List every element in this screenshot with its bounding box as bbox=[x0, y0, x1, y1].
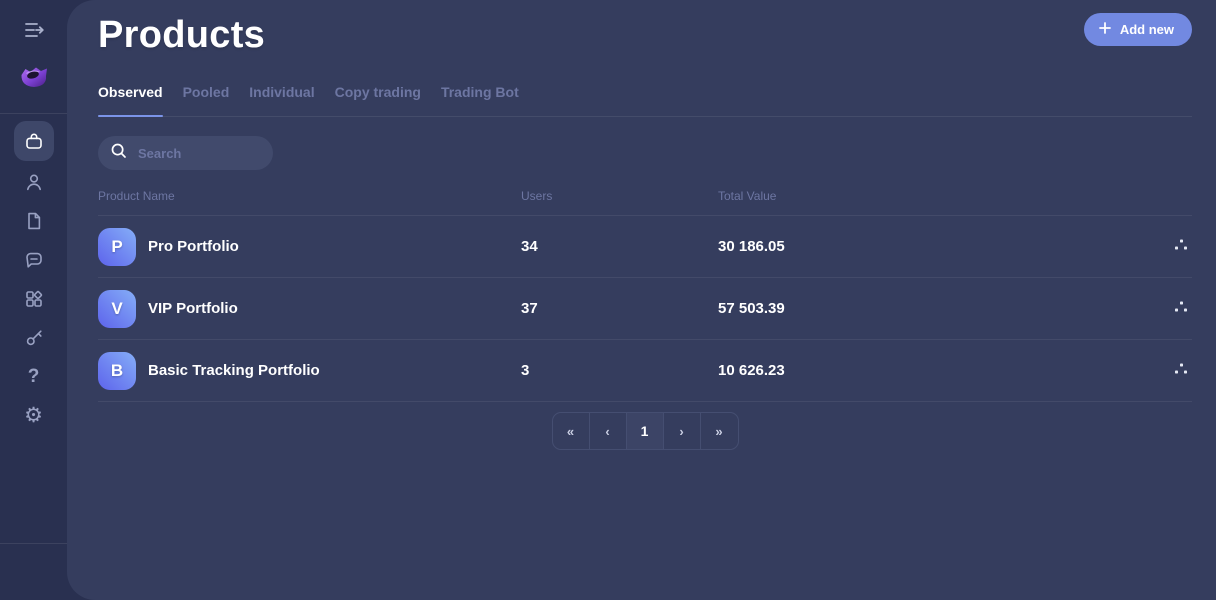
pagination-group: « ‹ 1 › » bbox=[551, 412, 739, 450]
pagination: « ‹ 1 › » bbox=[98, 412, 1192, 450]
users-value: 34 bbox=[521, 238, 538, 255]
product-avatar: B bbox=[98, 351, 136, 390]
sidebar-item-products[interactable] bbox=[13, 121, 54, 161]
sidebar-item-dashboard[interactable] bbox=[14, 279, 54, 318]
users-value: 37 bbox=[521, 300, 538, 317]
search-box bbox=[98, 136, 273, 170]
sidebar-item-documents[interactable] bbox=[14, 201, 54, 240]
product-cell: V VIP Portfolio bbox=[98, 289, 521, 328]
row-actions-button[interactable] bbox=[1170, 235, 1192, 258]
content-panel: Products Add new Observed Pooled Individ… bbox=[67, 0, 1216, 600]
search-icon bbox=[110, 142, 127, 164]
product-cell: B Basic Tracking Portfolio bbox=[98, 351, 521, 390]
total-value: 57 503.39 bbox=[718, 300, 785, 317]
total-value: 30 186.05 bbox=[718, 238, 785, 255]
table-row[interactable]: V VIP Portfolio 37 57 503.39 bbox=[98, 278, 1192, 340]
tabs: Observed Pooled Individual Copy trading … bbox=[98, 84, 1192, 117]
product-name: Pro Portfolio bbox=[148, 238, 239, 255]
page-title: Products bbox=[98, 14, 266, 56]
dots-cluster-icon bbox=[1174, 239, 1188, 254]
pagination-prev-button[interactable]: ‹ bbox=[590, 413, 627, 449]
column-users: Users bbox=[521, 189, 553, 203]
tab-individual[interactable]: Individual bbox=[249, 84, 315, 100]
tab-trading-bot[interactable]: Trading Bot bbox=[440, 84, 519, 100]
sidebar-toggle-button[interactable] bbox=[19, 16, 49, 47]
product-cell: P Pro Portfolio bbox=[98, 227, 521, 266]
plus-icon bbox=[1098, 21, 1112, 38]
table-header: Product Name Users Total Value bbox=[98, 189, 1192, 216]
row-actions-button[interactable] bbox=[1170, 359, 1192, 382]
pagination-next-button[interactable]: › bbox=[664, 413, 701, 449]
table-row[interactable]: P Pro Portfolio 34 30 186.05 bbox=[98, 216, 1192, 278]
product-name: Basic Tracking Portfolio bbox=[148, 362, 320, 379]
tab-observed[interactable]: Observed bbox=[98, 84, 163, 117]
tab-pooled[interactable]: Pooled bbox=[182, 84, 230, 100]
sidebar-divider-top bbox=[0, 113, 67, 114]
key-icon bbox=[24, 328, 44, 348]
sidebar-nav: ? ⚙ bbox=[13, 121, 54, 435]
grid-icon bbox=[24, 289, 44, 309]
user-icon bbox=[24, 172, 44, 192]
search-input[interactable] bbox=[136, 144, 261, 162]
sidebar-item-api-keys[interactable] bbox=[14, 318, 54, 357]
document-icon bbox=[24, 211, 44, 231]
pagination-last-button[interactable]: » bbox=[701, 413, 738, 449]
briefcase-icon bbox=[24, 131, 44, 151]
product-avatar: P bbox=[98, 227, 136, 266]
users-value: 3 bbox=[521, 362, 530, 379]
pagination-page-1-button[interactable]: 1 bbox=[626, 413, 664, 449]
sidebar-item-help[interactable]: ? bbox=[14, 357, 54, 396]
column-product-name: Product Name bbox=[98, 189, 175, 203]
app-logo bbox=[14, 55, 54, 95]
sidebar-item-messages[interactable] bbox=[14, 240, 54, 279]
chat-icon bbox=[24, 250, 44, 270]
dots-cluster-icon bbox=[1174, 301, 1188, 316]
product-avatar: V bbox=[98, 289, 136, 328]
row-actions-button[interactable] bbox=[1170, 297, 1192, 320]
add-new-button[interactable]: Add new bbox=[1083, 13, 1192, 46]
column-total-value: Total Value bbox=[718, 189, 777, 203]
product-name: VIP Portfolio bbox=[148, 300, 238, 317]
menu-expand-icon bbox=[21, 23, 47, 45]
sidebar: ? ⚙ bbox=[0, 0, 67, 600]
sidebar-item-users[interactable] bbox=[14, 162, 54, 201]
dots-cluster-icon bbox=[1174, 363, 1188, 378]
page-header: Products Add new bbox=[98, 0, 1192, 58]
sidebar-divider-bottom bbox=[0, 543, 67, 544]
table-row[interactable]: B Basic Tracking Portfolio 3 10 626.23 bbox=[98, 340, 1192, 402]
tab-copy-trading[interactable]: Copy trading bbox=[334, 84, 421, 100]
question-icon: ? bbox=[27, 366, 40, 387]
logo-gem-icon bbox=[14, 67, 54, 99]
total-value: 10 626.23 bbox=[718, 362, 785, 379]
gear-icon: ⚙ bbox=[24, 404, 43, 427]
sidebar-item-settings[interactable]: ⚙ bbox=[14, 396, 54, 435]
add-new-label: Add new bbox=[1119, 22, 1174, 37]
pagination-first-button[interactable]: « bbox=[553, 413, 590, 449]
